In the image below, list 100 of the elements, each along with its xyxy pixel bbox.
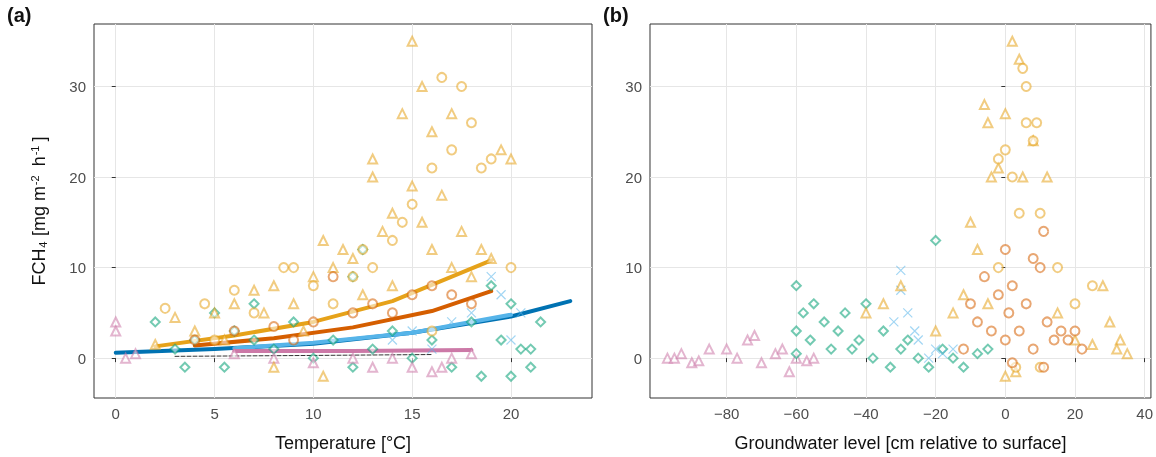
- x-tick-label: −80: [713, 405, 740, 422]
- x-tick-label: 0: [1001, 405, 1010, 422]
- point: [268, 280, 280, 292]
- point: [1020, 298, 1032, 310]
- point: [465, 271, 477, 283]
- point: [982, 298, 994, 310]
- point: [199, 298, 211, 310]
- point: [347, 352, 359, 364]
- x-tick-label: −20: [922, 405, 949, 422]
- point: [426, 325, 438, 337]
- point: [839, 307, 851, 319]
- point: [1013, 53, 1025, 65]
- y-tick-label: 10: [625, 259, 642, 277]
- point: [1097, 280, 1109, 292]
- point: [964, 216, 976, 228]
- point: [367, 262, 379, 274]
- point: [1041, 316, 1053, 328]
- x-tick-label: −40: [853, 405, 879, 422]
- point: [327, 298, 339, 310]
- point: [505, 153, 517, 165]
- point: [327, 271, 339, 283]
- point: [971, 316, 983, 328]
- point: [377, 225, 389, 237]
- point: [248, 284, 260, 296]
- point: [971, 348, 983, 360]
- point: [386, 352, 398, 364]
- point: [406, 289, 418, 301]
- point: [268, 361, 280, 373]
- point: [525, 361, 537, 373]
- point: [1020, 80, 1032, 92]
- point: [1086, 280, 1098, 292]
- point: [436, 361, 448, 373]
- point: [999, 144, 1011, 156]
- point: [357, 289, 369, 301]
- point: [297, 325, 309, 337]
- point: [258, 307, 270, 319]
- point: [347, 307, 359, 319]
- point: [978, 271, 990, 283]
- point: [456, 225, 468, 237]
- point: [446, 144, 458, 156]
- x-axis-title: Temperature [°C]: [274, 433, 412, 453]
- point: [386, 234, 398, 246]
- point: [947, 307, 959, 319]
- point: [495, 334, 507, 346]
- point: [1114, 334, 1126, 346]
- point: [992, 262, 1004, 274]
- point: [992, 153, 1004, 165]
- point: [985, 325, 997, 337]
- point: [268, 343, 280, 355]
- chart-title: (b): [603, 4, 629, 26]
- point: [958, 361, 970, 373]
- point: [804, 334, 816, 346]
- point: [1104, 316, 1116, 328]
- point: [416, 216, 428, 228]
- y-tick-label: 20: [69, 168, 86, 186]
- point: [895, 343, 907, 355]
- point: [317, 234, 329, 246]
- point: [495, 144, 507, 156]
- point: [386, 325, 398, 337]
- point: [485, 153, 497, 165]
- point: [790, 325, 802, 337]
- point: [1048, 334, 1060, 346]
- point: [731, 352, 743, 364]
- x-tick-label: 15: [403, 405, 421, 422]
- point: [1006, 35, 1018, 47]
- point: [1038, 225, 1050, 237]
- point: [218, 361, 230, 373]
- point: [992, 162, 1004, 174]
- point: [1069, 325, 1081, 337]
- point: [693, 355, 705, 367]
- point: [985, 171, 997, 183]
- point: [505, 298, 517, 310]
- point: [515, 343, 527, 355]
- point: [525, 343, 537, 355]
- point: [436, 189, 448, 201]
- point: [406, 352, 418, 364]
- point: [1034, 207, 1046, 219]
- point: [485, 280, 497, 292]
- point: [1020, 117, 1032, 129]
- point: [776, 343, 788, 355]
- point: [446, 108, 458, 120]
- point: [169, 343, 181, 355]
- point: [386, 307, 398, 319]
- point: [347, 361, 359, 373]
- point: [406, 361, 418, 373]
- point: [1013, 207, 1025, 219]
- point: [426, 280, 438, 292]
- point: [860, 298, 872, 310]
- point: [248, 298, 260, 310]
- point: [367, 298, 379, 310]
- point: [1086, 339, 1098, 351]
- point: [999, 108, 1011, 120]
- point: [958, 289, 970, 301]
- point: [703, 343, 715, 355]
- point: [964, 298, 976, 310]
- point: [426, 126, 438, 138]
- point: [846, 343, 858, 355]
- point: [668, 352, 680, 364]
- point: [742, 334, 754, 346]
- point: [808, 298, 820, 310]
